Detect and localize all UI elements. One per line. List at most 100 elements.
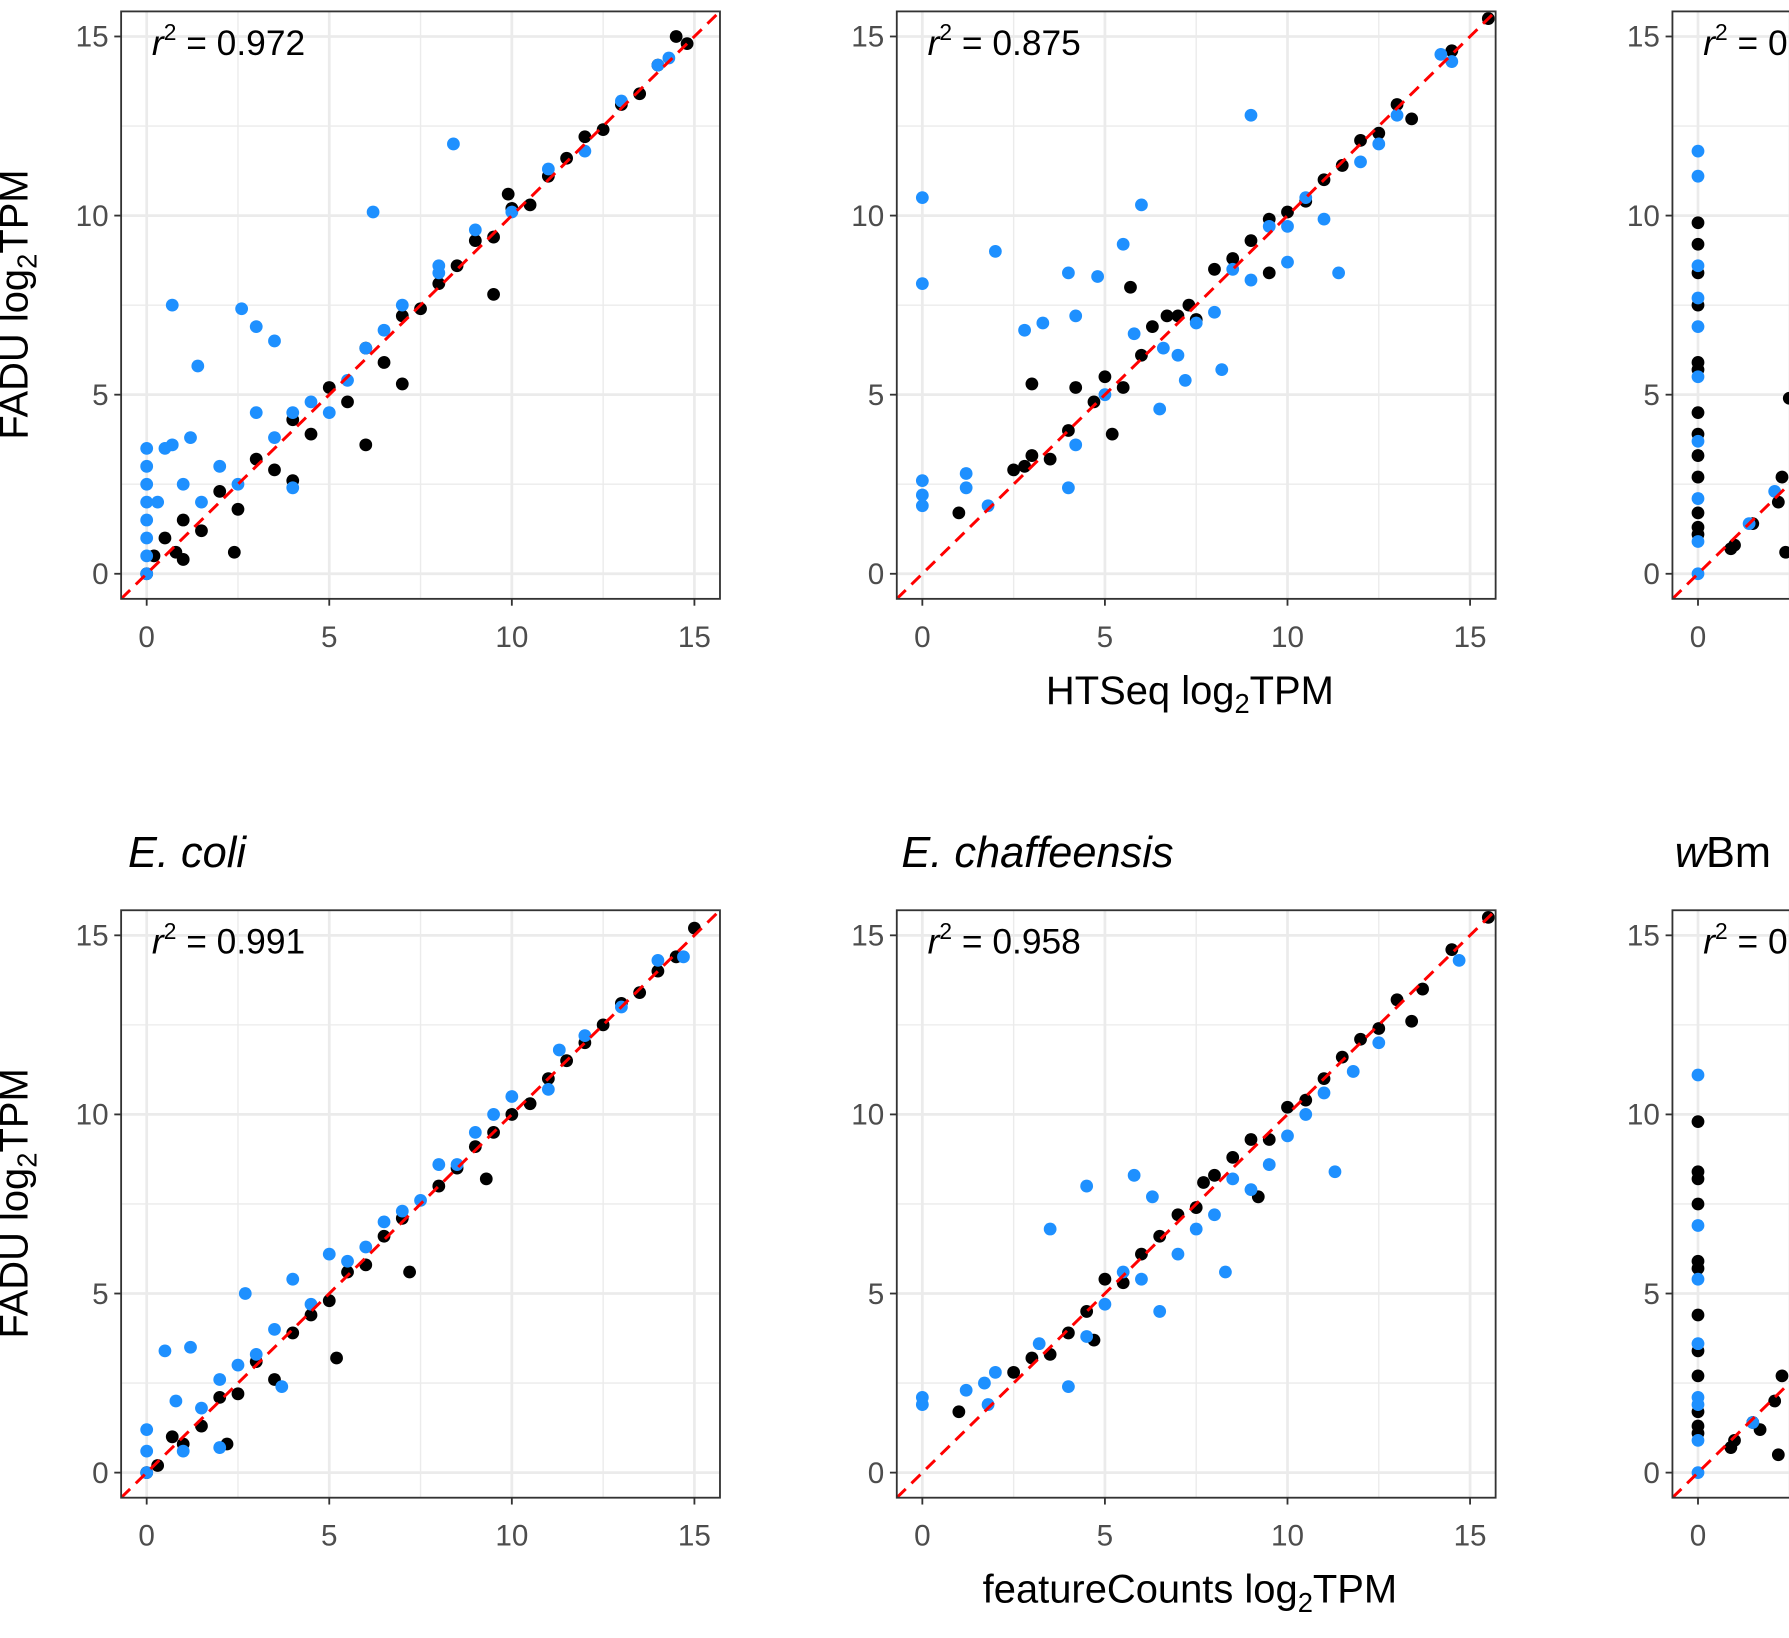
blue-data-point: [286, 1272, 300, 1286]
y-axis-label-bottom: FADU log2TPM: [0, 1068, 43, 1338]
black-data-point: [952, 1405, 966, 1419]
r2-r: r: [928, 24, 941, 63]
y-tick-label: 0: [92, 1457, 109, 1490]
blue-data-point: [1691, 320, 1705, 334]
title-plain-part: Bm: [1706, 829, 1771, 877]
blue-data-point: [1262, 1158, 1276, 1171]
blue-data-point: [1372, 137, 1386, 151]
x-tick-label: 5: [1097, 1520, 1114, 1553]
black-data-point: [1226, 1151, 1240, 1164]
blue-data-point: [359, 341, 373, 355]
y-tick-label: 10: [76, 200, 109, 233]
black-data-point: [1691, 1197, 1705, 1211]
black-data-point: [165, 1430, 179, 1444]
blue-data-point: [1189, 1222, 1203, 1236]
black-data-point: [1098, 1272, 1112, 1286]
black-data-point: [1405, 112, 1419, 126]
blue-data-point: [1091, 270, 1105, 283]
blue-data-point: [1317, 1086, 1331, 1100]
black-data-point: [633, 986, 647, 1000]
blue-data-point: [249, 406, 263, 419]
blue-data-point: [140, 495, 154, 509]
blue-data-point: [988, 1365, 1002, 1379]
black-data-point: [1372, 1022, 1386, 1035]
blue-data-point: [1219, 1265, 1232, 1279]
x-label-main: HTSeq log: [1046, 669, 1235, 713]
blue-data-point: [1135, 198, 1148, 212]
black-data-point: [1691, 1262, 1705, 1275]
blue-data-point: [249, 320, 263, 334]
blue-data-point: [1354, 155, 1367, 169]
y-label-subscript: 2: [12, 254, 43, 269]
black-data-point: [501, 187, 515, 201]
panel-border: [1671, 10, 1789, 600]
blue-data-point: [541, 1082, 555, 1096]
black-data-point: [1226, 252, 1240, 265]
blue-data-point: [275, 1380, 289, 1394]
black-data-point: [468, 1140, 482, 1154]
blue-data-point: [1262, 219, 1276, 233]
blue-data-point: [191, 359, 205, 373]
panel-border: [120, 909, 721, 1499]
panel-border: [1671, 909, 1789, 1499]
black-data-point: [151, 1459, 165, 1472]
y-tick-label: 10: [1627, 1099, 1660, 1132]
r2-sup: 2: [1715, 918, 1728, 944]
black-data-point: [330, 1351, 343, 1365]
r2-value: = 0.875: [952, 24, 1081, 63]
black-data-point: [523, 198, 537, 212]
y-tick-label: 15: [1627, 920, 1660, 953]
x-tick-label: 5: [1097, 621, 1114, 654]
black-data-point: [227, 545, 241, 559]
blue-data-point: [1244, 108, 1258, 122]
black-data-point: [377, 1229, 391, 1243]
black-data-point: [1691, 406, 1705, 419]
black-data-point: [669, 30, 683, 43]
black-data-point: [1208, 1168, 1221, 1182]
blue-data-point: [213, 1441, 227, 1454]
blue-data-point: [1116, 237, 1130, 251]
y-axis-label-top: FADU log2TPM: [0, 169, 43, 439]
blue-data-point: [158, 1344, 172, 1358]
black-data-point: [1354, 1032, 1367, 1046]
blue-data-point: [1281, 1129, 1294, 1143]
y-tick-label: 5: [92, 379, 109, 412]
black-data-point: [1771, 1448, 1785, 1462]
blue-data-point: [1691, 259, 1705, 273]
x-label-subscript: 2: [1298, 1587, 1313, 1618]
r2-value: = 0.991: [176, 923, 305, 962]
blue-data-point: [1208, 1208, 1221, 1222]
panel-title-wbm: wBm: [1675, 829, 1771, 877]
r2-r: r: [152, 24, 165, 63]
blue-data-point: [231, 1358, 245, 1372]
panel-bottom-left: 0 5 10 15 0 5 10 15: [76, 909, 721, 1553]
blue-data-point: [505, 205, 519, 219]
blue-data-point: [1062, 1380, 1075, 1394]
identity-reference-line: [896, 910, 1496, 1498]
blue-data-point: [1691, 169, 1705, 183]
blue-data-point: [304, 395, 318, 409]
r2-label-bottom-left: r2 = 0.991: [152, 918, 305, 962]
blue-data-point: [552, 1043, 566, 1057]
black-data-point: [1771, 495, 1785, 509]
blue-data-point: [1189, 316, 1203, 330]
blue-data-point: [1691, 291, 1705, 305]
blue-data-point: [1215, 363, 1229, 376]
black-data-point: [268, 463, 281, 477]
black-data-point: [1007, 1365, 1021, 1379]
blue-data-point: [1452, 954, 1466, 967]
y-tick-label: 10: [76, 1099, 109, 1132]
blue-data-point: [1328, 1165, 1342, 1179]
blue-data-point: [981, 499, 995, 513]
black-data-point: [633, 87, 647, 101]
black-data-point: [1244, 234, 1258, 248]
blue-data-point: [140, 1423, 154, 1437]
black-data-point: [1087, 395, 1101, 409]
blue-data-point: [377, 323, 391, 337]
blue-data-point: [1346, 1065, 1360, 1078]
blue-data-point: [915, 1398, 929, 1411]
black-data-point: [1116, 381, 1130, 394]
black-data-point: [1691, 1172, 1705, 1186]
blue-data-point: [447, 137, 460, 151]
